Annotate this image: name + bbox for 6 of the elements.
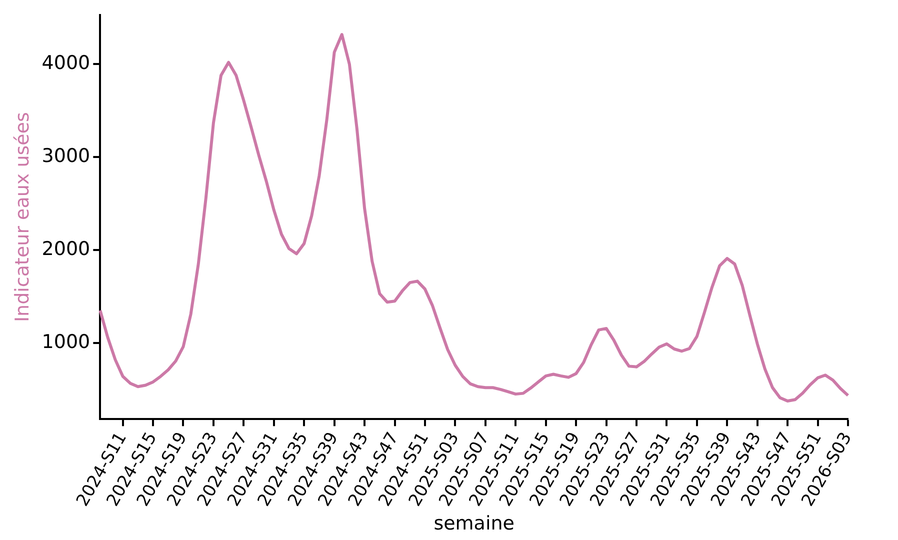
y-tick-label: 2000 — [42, 238, 90, 260]
y-tick-label: 3000 — [42, 145, 90, 168]
y-tick-label: 4000 — [42, 52, 90, 74]
y-axis-title: Indicateur eaux usées — [11, 112, 34, 322]
x-axis-title: semaine — [434, 512, 514, 535]
y-tick-label: 1000 — [42, 330, 90, 353]
